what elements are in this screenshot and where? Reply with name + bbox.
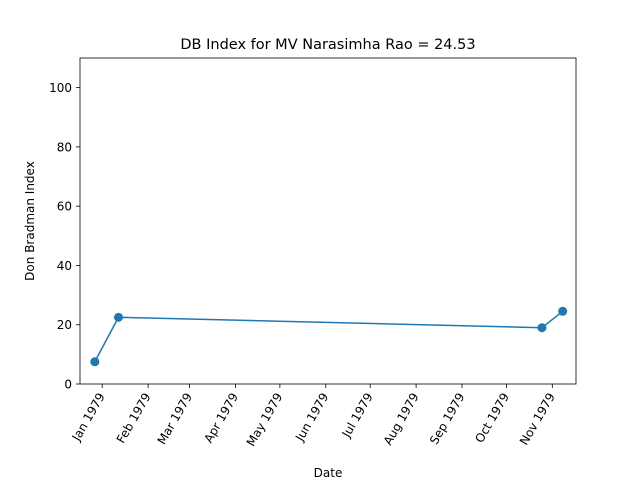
series-line xyxy=(94,310,564,363)
data-point xyxy=(558,306,568,316)
data-point xyxy=(90,357,100,367)
x-tick-label: Nov 1979 xyxy=(517,391,558,448)
y-tick-label: 60 xyxy=(57,200,72,214)
data-point xyxy=(113,312,123,322)
y-tick-label: 20 xyxy=(57,318,72,332)
x-tick-label: Mar 1979 xyxy=(155,391,196,447)
chart-title: DB Index for MV Narasimha Rao = 24.53 xyxy=(180,37,475,53)
data-point xyxy=(537,323,547,333)
y-tick-label: 0 xyxy=(64,378,72,392)
x-tick-label: Sep 1979 xyxy=(427,391,468,447)
x-axis-label: Date xyxy=(314,466,343,480)
x-tick-label: Aug 1979 xyxy=(381,391,422,448)
y-axis-label: Don Bradman Index xyxy=(23,161,37,281)
x-tick-label: Apr 1979 xyxy=(201,391,241,446)
x-tick-label: Jun 1979 xyxy=(292,391,331,445)
y-tick-label: 80 xyxy=(57,140,72,154)
y-tick-label: 100 xyxy=(49,81,72,95)
x-tick-label: Jul 1979 xyxy=(339,391,376,441)
x-tick-label: Feb 1979 xyxy=(114,391,154,446)
x-tick-label: Oct 1979 xyxy=(472,391,512,446)
axes-frame xyxy=(79,57,577,385)
x-tick-label: May 1979 xyxy=(244,391,286,449)
x-tick-label: Jan 1979 xyxy=(69,391,108,445)
plot-area: 0 20 40 60 80 100 Jan 1979 Feb 1979 Mar 1979 Apr … xyxy=(49,57,577,449)
y-tick-label: 40 xyxy=(57,259,72,273)
